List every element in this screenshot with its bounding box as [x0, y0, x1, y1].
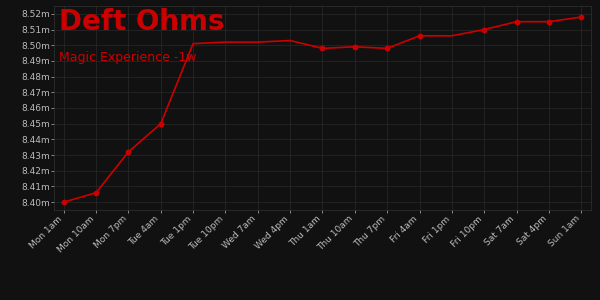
Point	[544, 19, 554, 24]
Point	[59, 200, 68, 205]
Point	[512, 19, 521, 24]
Point	[124, 149, 133, 154]
Text: Magic Experience -1w: Magic Experience -1w	[59, 51, 197, 64]
Point	[350, 44, 359, 49]
Point	[415, 33, 424, 38]
Point	[156, 121, 166, 126]
Point	[577, 15, 586, 20]
Point	[382, 46, 392, 51]
Point	[91, 190, 101, 195]
Point	[318, 46, 328, 51]
Point	[479, 27, 489, 32]
Text: Deft Ohms: Deft Ohms	[59, 8, 225, 36]
